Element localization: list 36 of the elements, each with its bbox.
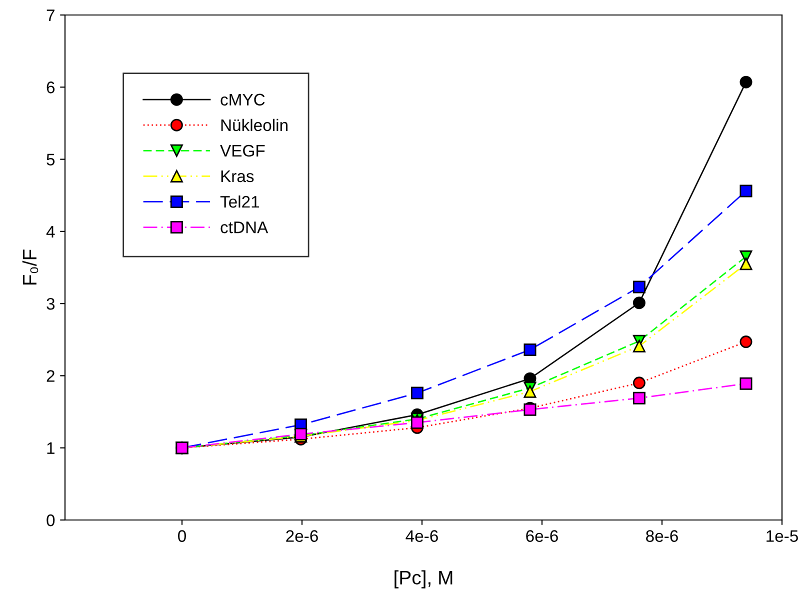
x-axis-title: [Pc], M: [394, 570, 452, 588]
x-tick-label: 6e-6: [526, 530, 558, 542]
y-tick-label: 6: [46, 82, 55, 94]
point: [740, 258, 752, 270]
y-tick-label: 1: [47, 442, 54, 454]
y-tick-label: 4: [46, 226, 55, 238]
legend-label: Nükleolin: [221, 118, 288, 132]
point: [740, 184, 752, 198]
point: [632, 280, 646, 294]
x-tick-label: 4e-6: [406, 530, 438, 542]
point: [524, 343, 536, 356]
point: [632, 376, 646, 390]
point: [740, 377, 752, 390]
y-tick-label: 7: [46, 10, 54, 22]
y-tick-label: 0: [46, 514, 55, 526]
y-tick-label: 5: [46, 154, 55, 166]
point: [410, 386, 424, 400]
point: [524, 385, 536, 398]
y-axis-title: F₀/F: [22, 250, 38, 285]
y-tick-label: 2: [46, 370, 54, 382]
point: [740, 336, 752, 348]
x-tick-label: 1e-5: [766, 530, 798, 542]
x-tick-label: 0: [178, 530, 186, 542]
x-tick-label: 8e-6: [646, 530, 678, 542]
x-tick-label: 2e-6: [286, 530, 318, 542]
legend-label: cMYC: [220, 94, 265, 106]
point: [632, 340, 646, 352]
point: [740, 76, 752, 88]
point: [410, 416, 424, 429]
point: [632, 296, 646, 310]
legend-label: Tel21: [220, 195, 260, 208]
legend-label: Kras: [221, 170, 254, 182]
legend-label: ctDNA: [220, 222, 268, 234]
legend-label: VEGF: [220, 144, 265, 157]
point: [632, 392, 646, 404]
y-tick-label: 3: [46, 298, 55, 310]
